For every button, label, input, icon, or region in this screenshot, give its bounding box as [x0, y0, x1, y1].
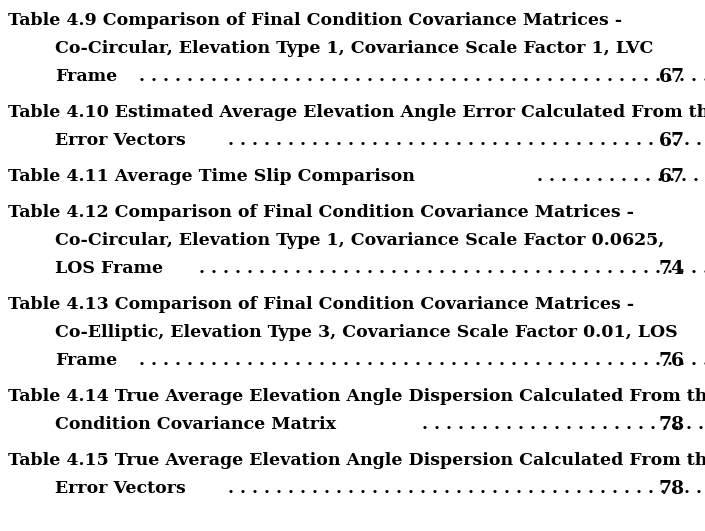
Text: Frame: Frame: [55, 68, 117, 85]
Text: Co-Circular, Elevation Type 1, Covariance Scale Factor 1, LVC: Co-Circular, Elevation Type 1, Covarianc…: [55, 40, 654, 57]
Text: Table 4.9 Comparison of Final Condition Covariance Matrices -: Table 4.9 Comparison of Final Condition …: [8, 12, 622, 29]
Text: . . . . . . . . . . . . . . . .: . . . . . . . . . . . . . . . .: [537, 168, 705, 185]
Text: Table 4.13 Comparison of Final Condition Covariance Matrices -: Table 4.13 Comparison of Final Condition…: [8, 296, 634, 313]
Text: 78: 78: [659, 480, 685, 498]
Text: Error Vectors: Error Vectors: [55, 132, 185, 149]
Text: Co-Circular, Elevation Type 1, Covariance Scale Factor 0.0625,: Co-Circular, Elevation Type 1, Covarianc…: [55, 232, 664, 249]
Text: Table 4.15 True Average Elevation Angle Dispersion Calculated From the: Table 4.15 True Average Elevation Angle …: [8, 452, 705, 469]
Text: Table 4.12 Comparison of Final Condition Covariance Matrices -: Table 4.12 Comparison of Final Condition…: [8, 204, 634, 221]
Text: 78: 78: [659, 416, 685, 434]
Text: . . . . . . . . . . . . . . . . . . . . . . . . . . . . . . . . . . . . . . . . : . . . . . . . . . . . . . . . . . . . . …: [140, 68, 705, 85]
Text: Table 4.11 Average Time Slip Comparison: Table 4.11 Average Time Slip Comparison: [8, 168, 415, 185]
Text: Table 4.14 True Average Elevation Angle Dispersion Calculated From the: Table 4.14 True Average Elevation Angle …: [8, 388, 705, 405]
Text: Table 4.10 Estimated Average Elevation Angle Error Calculated From the: Table 4.10 Estimated Average Elevation A…: [8, 104, 705, 121]
Text: . . . . . . . . . . . . . . . . . . . . . . . . . . . . . . . . . . . . . . . . : . . . . . . . . . . . . . . . . . . . . …: [140, 352, 705, 369]
Text: Condition Covariance Matrix: Condition Covariance Matrix: [55, 416, 336, 433]
Text: 76: 76: [659, 352, 685, 370]
Text: Co-Elliptic, Elevation Type 3, Covariance Scale Factor 0.01, LOS: Co-Elliptic, Elevation Type 3, Covarianc…: [55, 324, 678, 341]
Text: LOS Frame: LOS Frame: [55, 260, 163, 277]
Text: . . . . . . . . . . . . . . . . . . . . . . . . . . . . . . . . . . . . . . . . : . . . . . . . . . . . . . . . . . . . . …: [199, 260, 705, 277]
Text: . . . . . . . . . . . . . . . . . . . . . . . . . . . . . . . . . . . . . . . . : . . . . . . . . . . . . . . . . . . . . …: [228, 132, 705, 149]
Text: . . . . . . . . . . . . . . . . . . . . . . . . . . . . . . . . . . . . . . . . : . . . . . . . . . . . . . . . . . . . . …: [228, 480, 705, 497]
Text: . . . . . . . . . . . . . . . . . . . . . . . . . . . . . . . .: . . . . . . . . . . . . . . . . . . . . …: [422, 416, 705, 433]
Text: 67: 67: [659, 132, 685, 150]
Text: Error Vectors: Error Vectors: [55, 480, 185, 497]
Text: 67: 67: [659, 68, 685, 86]
Text: 67: 67: [659, 168, 685, 186]
Text: Frame: Frame: [55, 352, 117, 369]
Text: 74: 74: [659, 260, 685, 278]
